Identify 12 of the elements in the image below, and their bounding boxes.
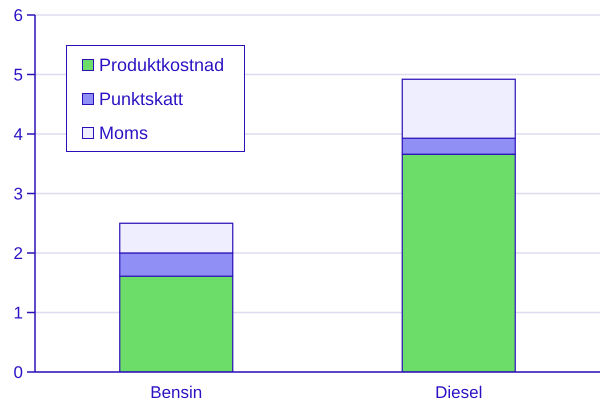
y-tick-label: 3 bbox=[14, 184, 23, 204]
x-tick-label: Bensin bbox=[150, 383, 202, 402]
y-tick-label: 0 bbox=[14, 363, 23, 382]
legend-label: Produktkostnad bbox=[99, 55, 224, 75]
y-tick-label: 5 bbox=[14, 66, 23, 85]
y-tick-label: 2 bbox=[14, 244, 23, 264]
x-tick-label: Diesel bbox=[435, 383, 482, 402]
y-tick-label: 6 bbox=[14, 6, 23, 26]
legend-label: Moms bbox=[99, 123, 148, 143]
legend-label: Punktskatt bbox=[99, 89, 184, 109]
y-tick-label: 4 bbox=[14, 125, 23, 144]
y-tick-label: 1 bbox=[14, 304, 23, 323]
